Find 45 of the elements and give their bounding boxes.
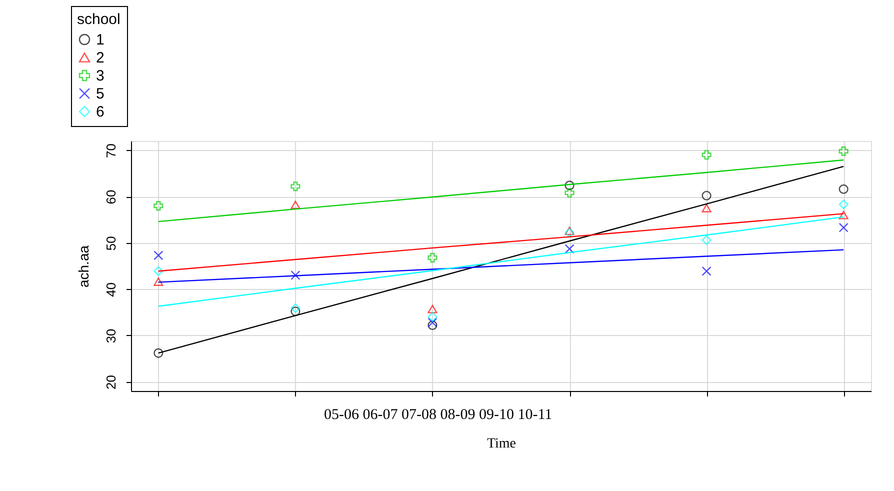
point xyxy=(702,204,712,212)
y-tick-label: 40 xyxy=(104,282,118,297)
y-tick-label: 20 xyxy=(104,375,118,390)
legend-label: 2 xyxy=(96,50,104,66)
x-axis-title: Time xyxy=(486,436,516,452)
point xyxy=(290,200,300,210)
point xyxy=(428,304,438,314)
point xyxy=(428,312,438,322)
line-series xyxy=(158,159,844,222)
text: 05-06 06-07 07-08 08-09 09-10 10-11 xyxy=(324,407,552,423)
point xyxy=(290,270,300,280)
point xyxy=(702,190,712,200)
y-tick-label: 60 xyxy=(104,190,118,204)
point xyxy=(564,244,574,254)
line-series xyxy=(158,166,844,354)
legend-label: 5 xyxy=(96,86,104,102)
legend-label: 1 xyxy=(96,32,104,48)
legend-label: 3 xyxy=(96,68,104,84)
legend-label: 6 xyxy=(96,104,104,120)
point xyxy=(428,318,438,328)
point xyxy=(290,182,300,192)
point xyxy=(290,306,300,316)
point xyxy=(428,252,438,262)
point xyxy=(564,180,574,190)
point xyxy=(838,222,848,232)
point xyxy=(838,184,848,194)
point xyxy=(428,320,438,330)
point xyxy=(838,210,848,220)
y-tick-label: 70 xyxy=(104,144,118,158)
point xyxy=(702,150,712,160)
legend-title: school xyxy=(77,11,120,28)
y-axis-title: ach.aa xyxy=(76,245,92,288)
point xyxy=(154,201,164,211)
point xyxy=(564,188,574,198)
point xyxy=(290,303,300,313)
y-tick-label: 50 xyxy=(104,236,118,251)
point xyxy=(838,200,848,210)
point xyxy=(154,278,164,286)
point xyxy=(154,250,164,260)
point xyxy=(154,348,164,358)
y-tick-label: 30 xyxy=(104,328,118,344)
point xyxy=(154,266,164,276)
point xyxy=(838,146,848,156)
point xyxy=(702,266,712,276)
point xyxy=(702,235,712,245)
